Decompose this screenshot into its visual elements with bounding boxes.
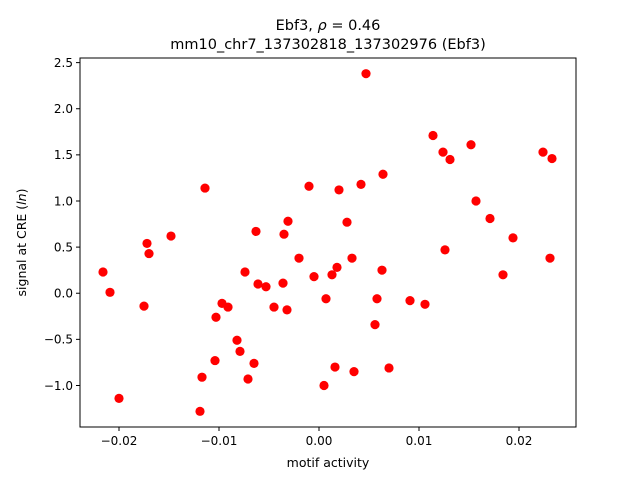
y-tick-label: −0.5 <box>44 333 73 347</box>
chart-title-line2: mm10_chr7_137302818_137302976 (Ebf3) <box>170 37 485 53</box>
x-axis: −0.02 −0.01 0.00 0.01 0.02 <box>101 427 533 448</box>
data-point <box>356 179 366 189</box>
data-point <box>420 299 430 309</box>
data-point <box>334 185 344 195</box>
data-point <box>342 217 352 227</box>
chart-title-line1: Ebf3, ρ = 0.46 <box>276 18 381 34</box>
y-tick-label: 2.0 <box>54 102 73 116</box>
y-tick-label: 0.5 <box>54 240 73 254</box>
data-point <box>309 272 319 282</box>
data-point <box>105 287 115 297</box>
y-axis-label: signal at CRE (ln) <box>14 189 29 297</box>
data-point <box>195 406 205 416</box>
data-point <box>378 169 388 179</box>
data-point <box>114 393 124 404</box>
data-point <box>405 296 415 306</box>
data-point <box>538 147 548 157</box>
data-point <box>249 358 259 368</box>
data-point <box>440 245 450 255</box>
y-tick-label: 2.5 <box>54 56 73 70</box>
data-point <box>279 229 289 239</box>
data-point <box>347 253 357 263</box>
data-point <box>223 302 233 312</box>
data-point <box>319 380 329 391</box>
y-axis: −1.0 −0.5 0.0 0.5 1.0 1.5 2.0 2.5 <box>44 56 80 393</box>
x-axis-label: motif activity <box>287 455 370 470</box>
data-point <box>438 147 448 157</box>
x-tick-label: 0.02 <box>506 434 533 448</box>
data-point <box>445 154 455 165</box>
data-point <box>372 294 382 304</box>
data-point <box>200 183 210 193</box>
data-point <box>349 367 359 377</box>
data-point <box>251 226 261 237</box>
axes-frame <box>79 57 577 428</box>
data-point <box>330 362 340 372</box>
y-tick-label: 1.5 <box>54 148 73 162</box>
data-point <box>485 213 495 224</box>
data-point <box>471 196 481 206</box>
data-point <box>332 262 342 273</box>
data-point <box>240 267 250 277</box>
y-tick-label: 0.0 <box>54 287 73 301</box>
data-point <box>321 294 331 304</box>
data-point <box>139 301 149 311</box>
data-point <box>327 270 337 280</box>
data-point <box>166 231 176 241</box>
data-point <box>294 253 304 263</box>
data-point <box>466 140 476 150</box>
x-tick-label: −0.02 <box>101 434 138 448</box>
data-point <box>243 374 253 384</box>
data-point <box>370 320 380 330</box>
data-point <box>547 153 557 164</box>
x-tick-label: −0.01 <box>201 434 238 448</box>
data-point <box>235 346 245 356</box>
data-point <box>210 355 220 366</box>
data-point <box>98 267 108 277</box>
data-point <box>361 69 371 79</box>
data-point <box>304 181 314 191</box>
data-point <box>282 305 292 315</box>
data-point <box>278 278 288 288</box>
data-point <box>142 238 152 249</box>
x-tick-label: 0.01 <box>406 434 433 448</box>
y-tick-label: 1.0 <box>54 194 73 208</box>
data-point <box>269 302 279 312</box>
data-point <box>211 312 221 322</box>
data-point <box>283 216 293 226</box>
data-point <box>384 363 394 373</box>
data-point <box>144 248 154 259</box>
data-point <box>428 130 438 141</box>
y-tick-label: −1.0 <box>44 379 73 393</box>
data-point <box>508 233 518 243</box>
data-point <box>253 279 263 289</box>
data-point <box>498 270 508 280</box>
data-points <box>98 69 557 416</box>
plot-area <box>79 57 577 428</box>
data-point <box>377 265 387 275</box>
data-point <box>197 372 207 382</box>
data-point <box>545 253 555 263</box>
data-point <box>261 282 271 292</box>
data-point <box>232 335 242 345</box>
x-tick-label: 0.00 <box>306 434 333 448</box>
